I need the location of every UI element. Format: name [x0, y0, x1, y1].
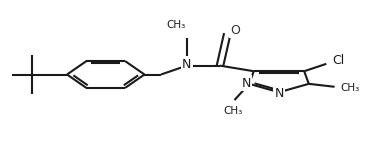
Text: Cl: Cl	[332, 54, 344, 67]
Text: CH₃: CH₃	[340, 83, 359, 93]
Text: O: O	[231, 24, 240, 37]
Text: N: N	[242, 77, 251, 90]
Text: CH₃: CH₃	[223, 106, 242, 116]
Text: N: N	[274, 87, 284, 100]
Text: N: N	[182, 58, 192, 71]
Text: CH₃: CH₃	[166, 20, 185, 30]
